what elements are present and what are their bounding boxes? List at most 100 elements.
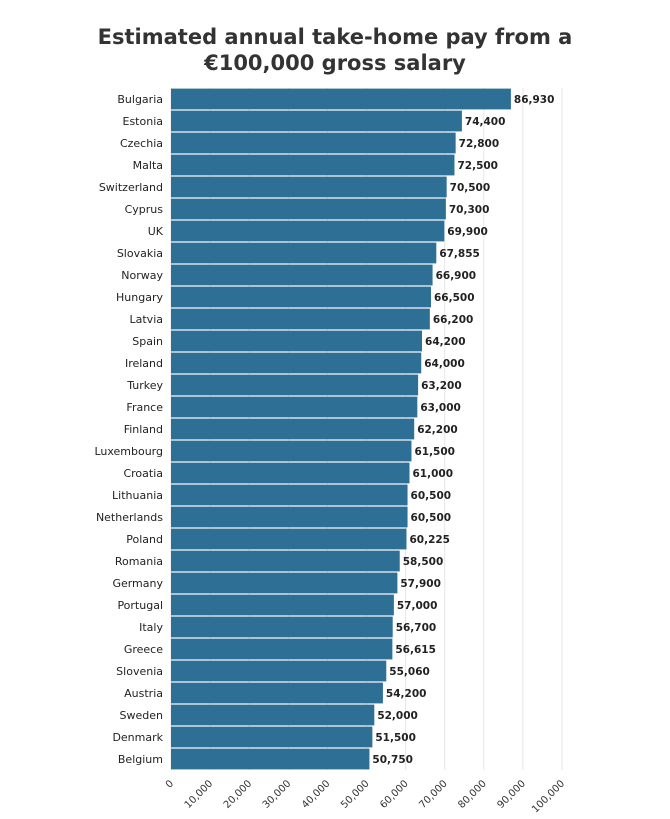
value-label: 70,500: [450, 182, 491, 194]
bar-germany: [171, 572, 398, 594]
category-label: Latvia: [130, 313, 164, 326]
bar-croatia: [171, 462, 410, 484]
value-label: 57,000: [397, 600, 438, 612]
x-tick-label: 60,000: [378, 778, 411, 811]
category-label: Portugal: [117, 599, 163, 612]
value-label: 63,200: [421, 380, 462, 392]
value-label: 50,750: [372, 754, 413, 766]
category-label: Spain: [132, 335, 163, 348]
x-tick-label: 100,000: [530, 778, 567, 815]
chart-title-line-1: Estimated annual take-home pay from a: [97, 25, 573, 49]
category-label: Italy: [139, 621, 163, 634]
x-tick-label: 20,000: [222, 778, 255, 811]
x-tick-label: 0: [164, 778, 176, 790]
bar-belgium: [171, 748, 370, 770]
bar-france: [171, 396, 418, 418]
bar-spain: [171, 330, 423, 352]
bar-netherlands: [171, 506, 408, 528]
bar-luxembourg: [171, 440, 412, 462]
bar-estonia: [171, 110, 462, 132]
value-label: 72,500: [457, 160, 498, 172]
bar-czechia: [171, 132, 456, 154]
bar-poland: [171, 528, 407, 550]
category-label: Ireland: [125, 357, 163, 370]
category-label: Poland: [126, 533, 163, 546]
value-label: 60,225: [409, 534, 450, 546]
value-label: 60,500: [411, 512, 452, 524]
value-label: 67,855: [439, 248, 480, 260]
bar-portugal: [171, 594, 394, 616]
x-axis-ticks: 0 10,000 20,000 30,000 40,000 50,000 60,000 70,…: [164, 778, 567, 815]
value-label: 60,500: [411, 490, 452, 502]
category-label: Cyprus: [125, 203, 164, 216]
x-tick-label: 80,000: [456, 778, 489, 811]
category-label: Bulgaria: [117, 93, 163, 106]
value-label: 62,200: [417, 424, 458, 436]
bar-uk: [171, 220, 445, 242]
labels: Bulgaria 86,930 Estonia 74,400 Czechia 72,800…: [94, 93, 554, 766]
bar-cyprus: [171, 198, 446, 220]
value-label: 66,500: [434, 292, 475, 304]
category-label: UK: [148, 225, 164, 238]
category-label: Hungary: [116, 291, 163, 304]
category-label: Sweden: [120, 709, 163, 722]
category-label: Belgium: [118, 753, 163, 766]
bar-slovenia: [171, 660, 387, 682]
bar-latvia: [171, 308, 430, 330]
value-label: 69,900: [447, 226, 488, 238]
value-label: 66,200: [433, 314, 474, 326]
value-label: 52,000: [377, 710, 418, 722]
bar-slovakia: [171, 242, 437, 264]
category-label: Turkey: [126, 379, 163, 392]
bar-ireland: [171, 352, 422, 374]
bar-bulgaria: [171, 88, 511, 110]
x-tick-label: 30,000: [261, 778, 294, 811]
x-tick-label: 50,000: [339, 778, 372, 811]
chart-title-line-2: €100,000 gross salary: [204, 51, 466, 75]
value-label: 56,615: [395, 644, 436, 656]
category-label: Lithuania: [112, 489, 163, 502]
x-tick-label: 70,000: [417, 778, 450, 811]
value-label: 56,700: [396, 622, 437, 634]
value-label: 64,200: [425, 336, 466, 348]
bar-greece: [171, 638, 393, 660]
value-label: 64,000: [424, 358, 465, 370]
category-label: Slovakia: [117, 247, 163, 260]
category-label: Austria: [124, 687, 163, 700]
value-label: 51,500: [375, 732, 416, 744]
category-label: Estonia: [123, 115, 164, 128]
bar-turkey: [171, 374, 419, 396]
value-label: 54,200: [386, 688, 427, 700]
bar-romania: [171, 550, 400, 572]
value-label: 55,060: [389, 666, 430, 678]
value-label: 70,300: [449, 204, 490, 216]
bar-switzerland: [171, 176, 447, 198]
bar-lithuania: [171, 484, 408, 506]
category-label: Croatia: [123, 467, 163, 480]
x-tick-label: 90,000: [495, 778, 528, 811]
bar-hungary: [171, 286, 432, 308]
category-label: Switzerland: [99, 181, 163, 194]
bar-italy: [171, 616, 393, 638]
value-label: 66,900: [436, 270, 477, 282]
category-label: Denmark: [112, 731, 163, 744]
category-label: Greece: [124, 643, 163, 656]
value-label: 61,500: [414, 446, 455, 458]
bar-malta: [171, 154, 455, 176]
value-label: 58,500: [403, 556, 444, 568]
category-label: Malta: [133, 159, 163, 172]
value-label: 86,930: [514, 94, 555, 106]
x-tick-label: 10,000: [183, 778, 216, 811]
bar-sweden: [171, 704, 375, 726]
chart-title: Estimated annual take-home pay from a €1…: [0, 24, 670, 76]
category-label: Romania: [115, 555, 163, 568]
value-label: 72,800: [459, 138, 500, 150]
bar-norway: [171, 264, 433, 286]
x-tick-label: 40,000: [300, 778, 333, 811]
value-label: 74,400: [465, 116, 506, 128]
value-label: 57,900: [400, 578, 441, 590]
category-label: Germany: [112, 577, 163, 590]
bar-austria: [171, 682, 383, 704]
